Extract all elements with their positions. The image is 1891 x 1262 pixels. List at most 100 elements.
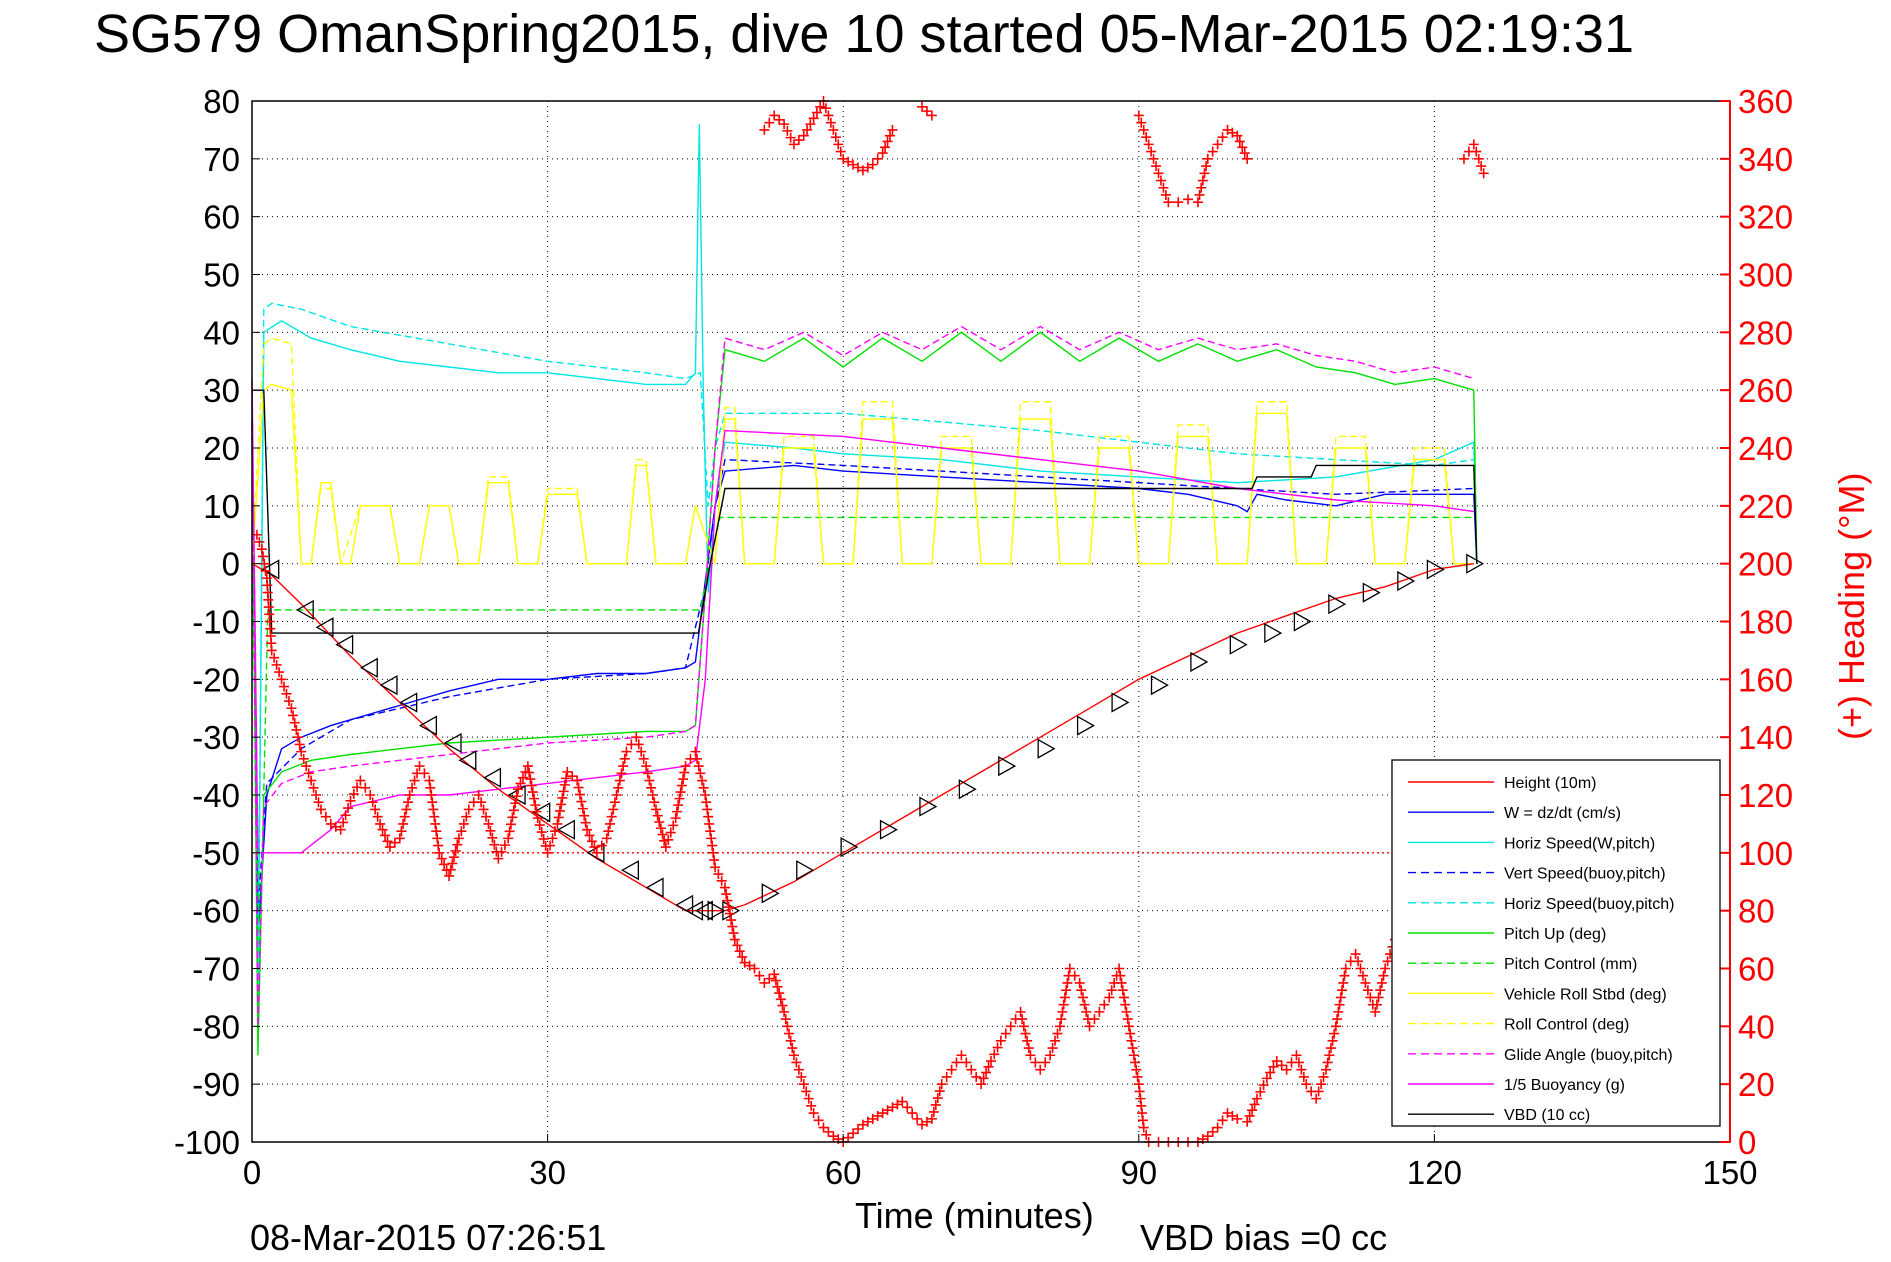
series-line-8 bbox=[251, 337, 1474, 565]
heading-point bbox=[1058, 999, 1069, 1010]
footer-timestamp: 08-Mar-2015 07:26:51 bbox=[250, 1217, 606, 1258]
heading-point bbox=[1114, 963, 1125, 974]
heading-point bbox=[1293, 1057, 1304, 1068]
heading-point bbox=[456, 826, 467, 837]
heading-point bbox=[749, 963, 760, 974]
heading-point bbox=[704, 818, 715, 829]
heading-point bbox=[934, 1086, 945, 1097]
heading-point bbox=[902, 1102, 913, 1113]
heading-point bbox=[1127, 1043, 1138, 1054]
y-tick-label-right: 260 bbox=[1738, 372, 1793, 409]
depth-marker bbox=[1293, 611, 1312, 632]
heading-point bbox=[815, 101, 826, 112]
heading-point bbox=[636, 746, 647, 757]
series-line-11 bbox=[252, 389, 1478, 634]
heading-point bbox=[1025, 1050, 1036, 1061]
heading-point bbox=[848, 1128, 859, 1139]
depth-marker bbox=[675, 894, 694, 915]
heading-point bbox=[1141, 1129, 1152, 1140]
heading-point bbox=[802, 124, 813, 135]
heading-point bbox=[723, 902, 734, 913]
heading-point bbox=[887, 124, 898, 135]
heading-point bbox=[1077, 992, 1088, 1003]
heading-point bbox=[941, 1071, 952, 1082]
heading-point bbox=[1376, 977, 1387, 988]
heading-point bbox=[1119, 992, 1130, 1003]
heading-point bbox=[1076, 985, 1087, 996]
heading-point bbox=[961, 1057, 972, 1068]
depth-marker bbox=[621, 860, 640, 881]
legend-entry: Pitch Up (deg) bbox=[1504, 926, 1606, 943]
heading-point bbox=[430, 818, 441, 829]
heading-point bbox=[1035, 1064, 1046, 1075]
heading-point bbox=[478, 804, 489, 815]
heading-point bbox=[1360, 977, 1371, 988]
legend-entry: Glide Angle (buoy,pitch) bbox=[1504, 1047, 1673, 1064]
heading-point bbox=[1339, 970, 1350, 981]
depth-marker bbox=[879, 819, 898, 840]
legend-entry: Vert Speed(buoy,pitch) bbox=[1504, 866, 1666, 883]
heading-point bbox=[461, 811, 472, 822]
heading-point bbox=[340, 810, 351, 821]
series-line-10 bbox=[251, 378, 1474, 854]
heading-point bbox=[398, 818, 409, 829]
heading-point bbox=[701, 797, 712, 808]
heading-point bbox=[1064, 963, 1075, 974]
heading-point bbox=[798, 130, 809, 141]
heading-point bbox=[552, 818, 563, 829]
heading-point bbox=[813, 1115, 824, 1126]
heading-point bbox=[504, 826, 515, 837]
heading-point bbox=[1122, 1014, 1133, 1025]
heading-point bbox=[793, 1064, 804, 1075]
y-tick-label-right: 340 bbox=[1738, 141, 1793, 178]
heading-point bbox=[298, 753, 309, 764]
heading-point bbox=[754, 970, 765, 981]
heading-point bbox=[256, 544, 267, 555]
heading-point bbox=[1296, 1064, 1307, 1075]
heading-point bbox=[728, 928, 739, 939]
y-tick-label-left: -60 bbox=[192, 893, 240, 930]
depth-marker bbox=[796, 860, 815, 881]
heading-point bbox=[611, 790, 622, 800]
heading-point bbox=[788, 139, 799, 150]
depth-marker bbox=[315, 617, 334, 638]
series-line-5 bbox=[251, 331, 1478, 1056]
heading-point bbox=[370, 804, 381, 815]
heading-point bbox=[774, 114, 785, 125]
heading-point bbox=[784, 1028, 795, 1039]
heading-point bbox=[1316, 1079, 1327, 1090]
heading-point bbox=[274, 667, 285, 678]
heading-point bbox=[489, 839, 500, 850]
heading-point bbox=[315, 804, 326, 815]
heading-point bbox=[796, 1071, 807, 1082]
heading-point bbox=[633, 739, 644, 750]
heading-point bbox=[589, 842, 600, 853]
heading-point bbox=[1062, 977, 1073, 988]
heading-point bbox=[545, 840, 556, 851]
heading-point bbox=[606, 811, 617, 822]
heading-point bbox=[885, 130, 896, 141]
y-tick-label-right: 80 bbox=[1738, 893, 1775, 930]
heading-point bbox=[647, 790, 658, 800]
heading-point bbox=[696, 775, 707, 786]
heading-point bbox=[764, 973, 775, 984]
footer-vbd-bias: VBD bias =0 cc bbox=[1140, 1217, 1387, 1258]
heading-point bbox=[1081, 1006, 1092, 1017]
heading-point bbox=[791, 1057, 802, 1068]
series-line-9 bbox=[251, 325, 1474, 1027]
heading-point bbox=[1378, 970, 1389, 981]
heading-point bbox=[775, 994, 786, 1005]
heading-point bbox=[311, 790, 322, 800]
heading-point bbox=[605, 818, 616, 829]
heading-point bbox=[1212, 1122, 1223, 1133]
heading-point bbox=[693, 761, 704, 772]
y-tick-label-right: 180 bbox=[1738, 604, 1793, 641]
heading-point bbox=[680, 761, 691, 772]
heading-point bbox=[1373, 992, 1384, 1003]
heading-point bbox=[852, 1123, 863, 1134]
legend-entry: Horiz Speed(W,pitch) bbox=[1504, 835, 1655, 852]
heading-point bbox=[759, 124, 770, 135]
y-tick-label-left: -70 bbox=[192, 951, 240, 988]
heading-point bbox=[1337, 985, 1348, 996]
heading-point bbox=[291, 724, 302, 735]
